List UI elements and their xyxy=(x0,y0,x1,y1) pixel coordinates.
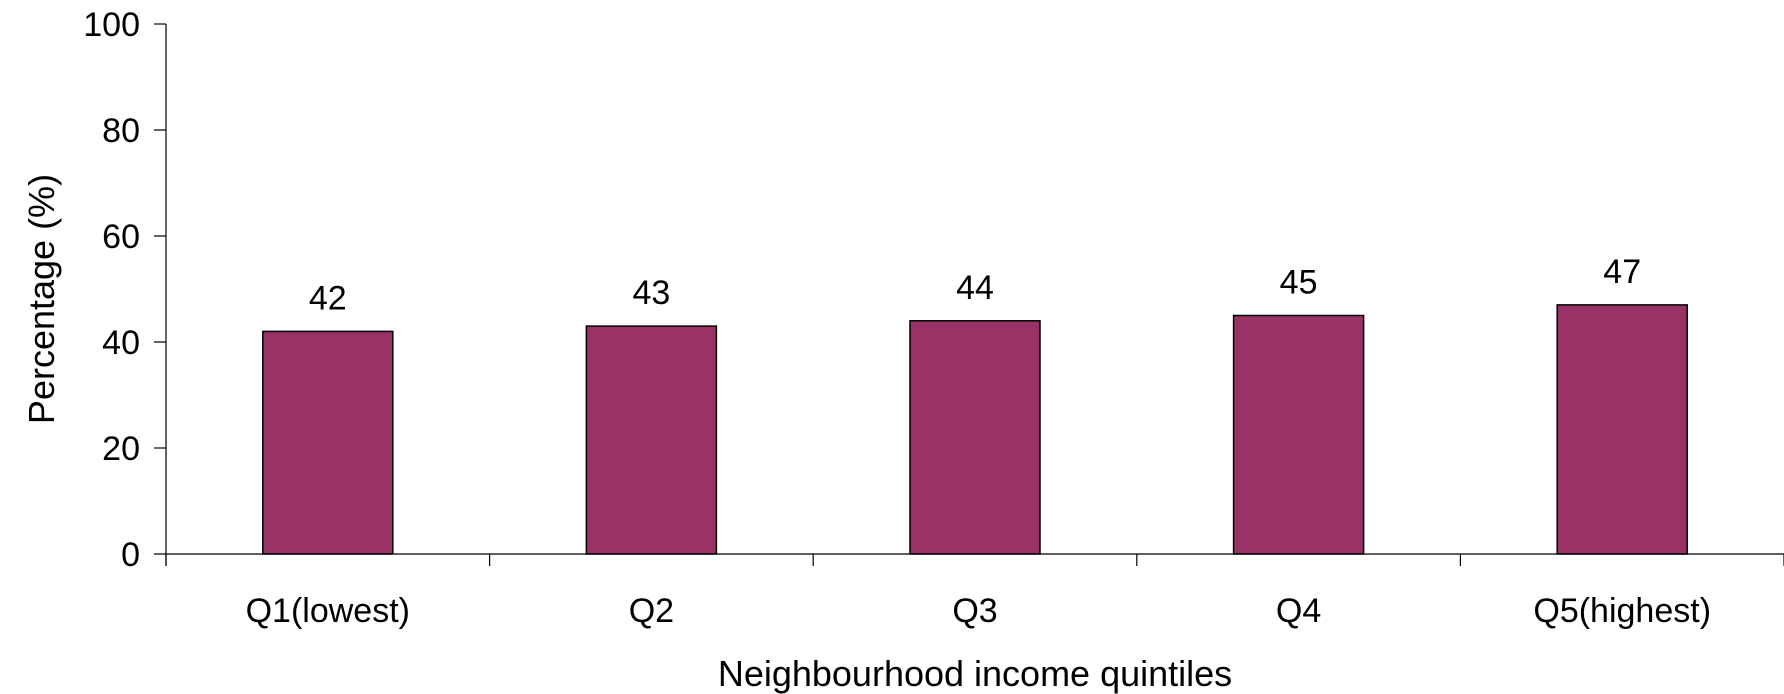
data-label: 47 xyxy=(1603,253,1641,291)
y-tick-label: 60 xyxy=(102,218,140,256)
x-tick-label: Q4 xyxy=(1276,592,1321,630)
y-axis-title: Percentage (%) xyxy=(21,174,62,424)
y-tick-label: 80 xyxy=(102,112,140,150)
bar-4 xyxy=(1232,314,1365,555)
x-tick-label: Q2 xyxy=(629,592,674,630)
bar-5 xyxy=(1556,304,1688,555)
bar-3 xyxy=(909,320,1041,555)
x-axis-ticks xyxy=(165,554,1784,566)
x-tick-label: Q1(lowest) xyxy=(246,592,410,630)
y-axis-ticks: 0 20 40 60 80 100 xyxy=(83,6,166,574)
y-tick-label: 40 xyxy=(102,324,140,362)
x-axis-tick-labels: Q1(lowest) Q2 Q3 Q4 Q5(highest) xyxy=(246,592,1711,630)
x-tick-label: Q3 xyxy=(952,592,997,630)
data-label: 44 xyxy=(956,269,994,307)
data-labels: 42 43 44 45 47 xyxy=(309,253,1641,318)
data-label: 45 xyxy=(1280,264,1318,302)
x-axis-title: Neighbourhood income quintiles xyxy=(718,653,1232,694)
data-label: 43 xyxy=(632,274,670,312)
bar-2 xyxy=(585,325,718,555)
bars xyxy=(262,304,1688,555)
x-tick-label: Q5(highest) xyxy=(1533,592,1711,630)
data-label: 42 xyxy=(309,279,347,317)
bar-1 xyxy=(262,330,394,555)
y-tick-label: 0 xyxy=(121,536,140,574)
y-tick-label: 100 xyxy=(83,6,140,44)
y-tick-label: 20 xyxy=(102,430,140,468)
